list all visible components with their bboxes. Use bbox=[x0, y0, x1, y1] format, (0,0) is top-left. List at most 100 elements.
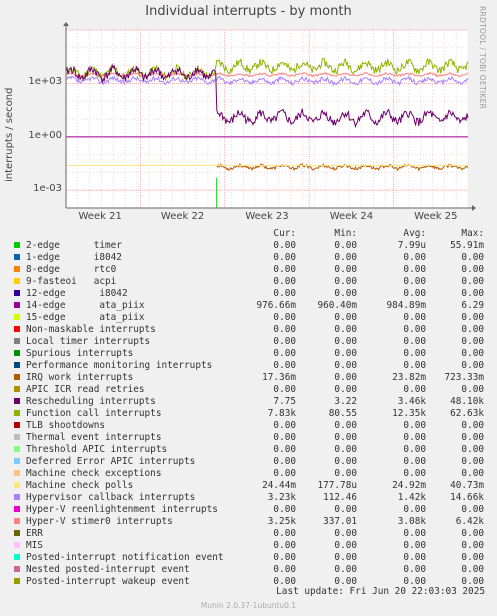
legend-series-name: Hypervisor callback interrupts bbox=[26, 492, 196, 503]
legend-value-max: 0.00 bbox=[461, 432, 484, 443]
legend-value-avg: 0.00 bbox=[403, 288, 426, 299]
legend-value-min: 0.00 bbox=[334, 420, 357, 431]
legend-series-name: Rescheduling interrupts bbox=[26, 396, 156, 407]
series-line bbox=[65, 63, 469, 129]
plot-area bbox=[63, 22, 476, 211]
legend-value-max: 48.10k bbox=[450, 396, 484, 407]
legend-value-cur: 0.00 bbox=[273, 564, 296, 575]
legend-series-name: MIS bbox=[26, 540, 43, 551]
series-line bbox=[216, 162, 469, 172]
legend-value-avg: 0.00 bbox=[403, 528, 426, 539]
legend-value-cur: 0.00 bbox=[273, 432, 296, 443]
legend-value-cur: 0.00 bbox=[273, 336, 296, 347]
legend-swatch bbox=[14, 242, 20, 248]
legend-series-name: 14-edge ata_piix bbox=[26, 300, 145, 311]
x-tick-label: Week 23 bbox=[245, 211, 289, 222]
legend-value-avg: 984.89m bbox=[386, 300, 426, 311]
series-line bbox=[65, 57, 469, 82]
legend-row: 15-edge ata_piix 0.00 0.00 0.00 0.00 bbox=[0, 312, 497, 324]
legend-series-name: Function call interrupts bbox=[26, 408, 162, 419]
x-axis-arrow bbox=[472, 205, 476, 211]
legend-swatch bbox=[14, 374, 20, 380]
legend-value-avg: 0.00 bbox=[403, 468, 426, 479]
legend-value-cur: 0.00 bbox=[273, 252, 296, 263]
legend-value-min: 0.00 bbox=[334, 576, 357, 587]
legend-value-min: 0.00 bbox=[334, 264, 357, 275]
legend-series-name: Posted-interrupt notification event bbox=[26, 552, 224, 563]
legend-swatch bbox=[14, 278, 20, 284]
legend-row: Thermal event interrupts 0.00 0.00 0.00 0.00 bbox=[0, 432, 497, 444]
legend-value-avg: 0.00 bbox=[403, 564, 426, 575]
legend-value-max: 55.91m bbox=[450, 240, 484, 251]
legend-value-max: 0.00 bbox=[461, 384, 484, 395]
legend-value-max: 14.66k bbox=[450, 492, 484, 503]
legend-value-cur: 24.44m bbox=[262, 480, 296, 491]
legend-value-max: 0.00 bbox=[461, 552, 484, 563]
legend-value-cur: 3.25k bbox=[267, 516, 296, 527]
legend-value-min: 0.00 bbox=[334, 276, 357, 287]
legend-value-avg: 23.82m bbox=[392, 372, 426, 383]
legend-value-avg: 3.46k bbox=[397, 396, 426, 407]
legend-swatch bbox=[14, 482, 20, 488]
legend-row: 9-fasteoi acpi 0.00 0.00 0.00 0.00 bbox=[0, 276, 497, 288]
legend-value-avg: 1.42k bbox=[397, 492, 426, 503]
legend-value-cur: 0.00 bbox=[273, 444, 296, 455]
legend-swatch bbox=[14, 254, 20, 260]
series-line bbox=[65, 71, 469, 78]
legend-value-min: 0.00 bbox=[334, 312, 357, 323]
legend-row: 1-edge i8042 0.00 0.00 0.00 0.00 bbox=[0, 252, 497, 264]
legend-value-avg: 0.00 bbox=[403, 384, 426, 395]
legend-value-cur: 0.00 bbox=[273, 276, 296, 287]
legend-value-cur: 7.83k bbox=[267, 408, 296, 419]
legend-value-avg: 0.00 bbox=[403, 336, 426, 347]
legend-swatch bbox=[14, 518, 20, 524]
legend-row: Function call interrupts 7.83k 80.55 12.35k… bbox=[0, 408, 497, 420]
legend-row: Rescheduling interrupts 7.75 3.22 3.46k 48.1… bbox=[0, 396, 497, 408]
last-update: Last update: Fri Jun 20 22:03:03 2025 bbox=[276, 586, 485, 597]
legend-swatch bbox=[14, 386, 20, 392]
legend-swatch bbox=[14, 266, 20, 272]
legend-value-min: 0.00 bbox=[334, 372, 357, 383]
legend-value-max: 0.00 bbox=[461, 444, 484, 455]
legend-value-cur: 0.00 bbox=[273, 504, 296, 515]
x-tick-label: Week 21 bbox=[78, 211, 122, 222]
legend-value-avg: 24.92m bbox=[392, 480, 426, 491]
legend-value-cur: 0.00 bbox=[273, 240, 296, 251]
legend-value-cur: 0.00 bbox=[273, 468, 296, 479]
legend-value-avg: 3.08k bbox=[397, 516, 426, 527]
legend-value-min: 0.00 bbox=[334, 288, 357, 299]
legend-value-avg: 0.00 bbox=[403, 360, 426, 371]
legend-row: Posted-interrupt notification event 0.00 0… bbox=[0, 552, 497, 564]
legend-row: TLB shootdowns 0.00 0.00 0.00 0.00 bbox=[0, 420, 497, 432]
legend-swatch bbox=[14, 458, 20, 464]
legend-value-cur: 0.00 bbox=[273, 324, 296, 335]
legend-value-max: 0.00 bbox=[461, 528, 484, 539]
legend-value-max: 0.00 bbox=[461, 360, 484, 371]
legend-value-avg: 0.00 bbox=[403, 456, 426, 467]
legend-row: Nested posted-interrupt event 0.00 0.00 0.0… bbox=[0, 564, 497, 576]
legend-value-avg: 7.99u bbox=[397, 240, 426, 251]
legend-swatch bbox=[14, 410, 20, 416]
legend-series-name: APIC ICR read retries bbox=[26, 384, 145, 395]
legend-value-max: 0.00 bbox=[461, 564, 484, 575]
legend-series-name: Nested posted-interrupt event bbox=[26, 564, 190, 575]
legend-series-name: IRQ work interrupts bbox=[26, 372, 134, 383]
legend-series-name: Thermal event interrupts bbox=[26, 432, 162, 443]
x-tick-label: Week 24 bbox=[329, 211, 374, 222]
legend-series-name: 12-edge i8042 bbox=[26, 288, 128, 299]
legend-row: Spurious interrupts 0.00 0.00 0.00 0.00 bbox=[0, 348, 497, 360]
header-avg: Avg: bbox=[403, 228, 426, 239]
legend-value-min: 0.00 bbox=[334, 456, 357, 467]
legend-swatch bbox=[14, 446, 20, 452]
legend-value-max: 40.73m bbox=[450, 480, 484, 491]
legend-value-max: 0.00 bbox=[461, 468, 484, 479]
legend-value-min: 0.00 bbox=[334, 540, 357, 551]
legend-swatch bbox=[14, 350, 20, 356]
legend-value-cur: 0.00 bbox=[273, 528, 296, 539]
legend-series-name: 1-edge i8042 bbox=[26, 252, 122, 263]
legend-series-name: Posted-interrupt wakeup event bbox=[26, 576, 190, 587]
legend-series-name: TLB shootdowns bbox=[26, 420, 106, 431]
legend-series-name: 9-fasteoi acpi bbox=[26, 276, 117, 287]
legend-value-max: 0.00 bbox=[461, 288, 484, 299]
legend-series-name: Machine check polls bbox=[26, 480, 134, 491]
